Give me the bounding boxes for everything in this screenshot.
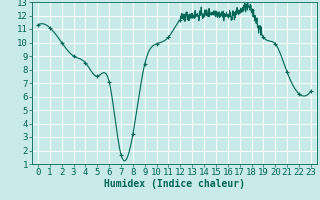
X-axis label: Humidex (Indice chaleur): Humidex (Indice chaleur) bbox=[104, 179, 245, 189]
